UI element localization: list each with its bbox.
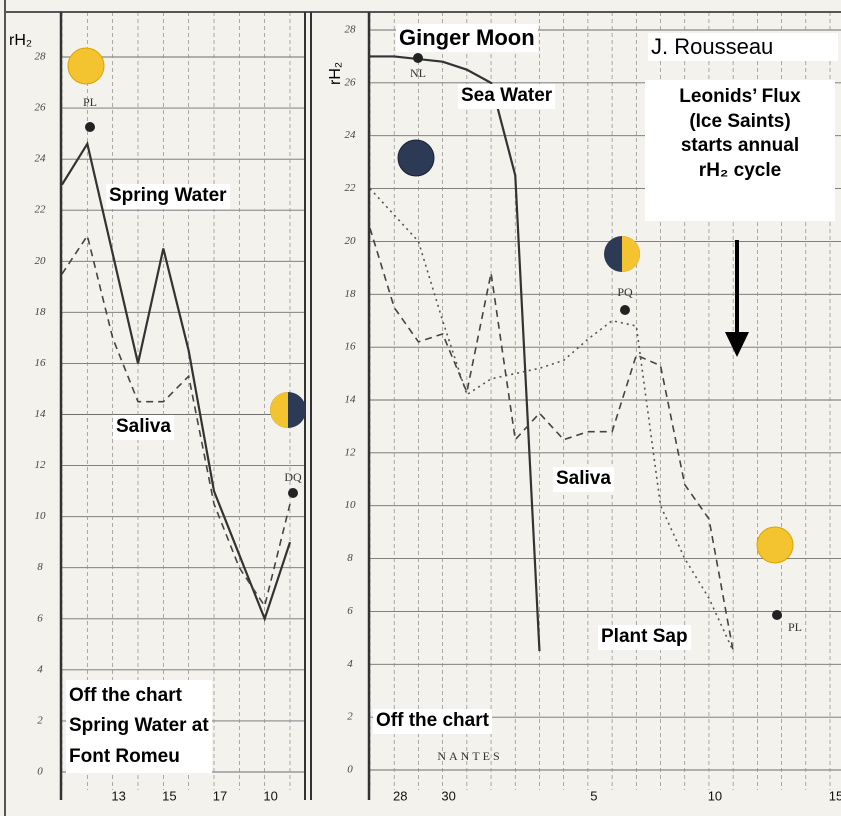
y-tick-label: 28 bbox=[35, 51, 47, 63]
moon-dot bbox=[620, 305, 630, 315]
x-tick-label: 10 bbox=[708, 788, 722, 803]
moon-dot bbox=[413, 53, 423, 63]
moon-label: PL bbox=[83, 95, 97, 109]
x-tick-label: 28 bbox=[393, 788, 407, 803]
y-tick-label: 6 bbox=[37, 612, 43, 624]
y-axis-label: rH₂ bbox=[9, 32, 33, 49]
y-tick-label: 18 bbox=[35, 306, 47, 318]
note: Off the chart bbox=[373, 709, 492, 734]
y-tick-label: 24 bbox=[35, 153, 47, 165]
y-tick-label: 18 bbox=[345, 288, 357, 300]
new-moon bbox=[397, 139, 435, 177]
x-tick-label: 13 bbox=[111, 788, 125, 803]
x-tick-label: 30 bbox=[441, 788, 455, 803]
y-tick-label: 0 bbox=[37, 766, 43, 778]
y-tick-label: 2 bbox=[37, 714, 43, 726]
last-quarter-lit bbox=[270, 392, 288, 428]
y-tick-label: 10 bbox=[345, 499, 357, 511]
y-tick-label: 12 bbox=[35, 459, 47, 471]
series-label: Saliva bbox=[113, 415, 174, 440]
full-moon bbox=[67, 47, 105, 85]
y-tick-label: 26 bbox=[345, 76, 357, 88]
series-label: Spring Water bbox=[106, 184, 230, 209]
y-tick-label: 0 bbox=[347, 764, 353, 776]
y-tick-label: 8 bbox=[37, 561, 43, 573]
series-line bbox=[369, 227, 734, 652]
x-tick-label: 15 bbox=[829, 788, 841, 803]
y-tick-label: 12 bbox=[345, 446, 357, 458]
moon-dot bbox=[85, 122, 95, 132]
y-tick-label: 22 bbox=[35, 204, 47, 216]
series-line bbox=[61, 140, 292, 623]
moon-dot bbox=[772, 610, 782, 620]
y-tick-label: 14 bbox=[345, 394, 357, 406]
arrow-head bbox=[725, 332, 749, 357]
y-tick-label: 26 bbox=[35, 102, 47, 114]
note-line: Spring Water at bbox=[69, 715, 209, 737]
moon-label: PL bbox=[788, 620, 802, 634]
callout-line: (Ice Saints) bbox=[689, 110, 791, 132]
y-tick-label: 16 bbox=[345, 341, 357, 353]
y-tick-label: 2 bbox=[347, 711, 353, 723]
y-tick-label: 8 bbox=[347, 552, 353, 564]
y-tick-label: 6 bbox=[347, 605, 353, 617]
callout: Leonids’ Flux (Ice Saints) starts annual… bbox=[645, 80, 835, 221]
series-label: Sea Water bbox=[458, 84, 556, 109]
x-tick-label: 5 bbox=[590, 788, 597, 803]
x-tick-label: 17 bbox=[213, 788, 227, 803]
moon-label: DQ bbox=[284, 470, 302, 484]
y-tick-label: 10 bbox=[35, 510, 47, 522]
y-tick-label: 20 bbox=[345, 235, 357, 247]
series-line bbox=[370, 55, 541, 652]
y-tick-label: 24 bbox=[345, 129, 357, 141]
location: NANTES bbox=[437, 749, 502, 763]
y-tick-label: 14 bbox=[35, 408, 47, 420]
note-line: Off the chart bbox=[69, 685, 182, 706]
callout-line: rH₂ cycle bbox=[698, 160, 782, 182]
moon-dot bbox=[288, 488, 298, 498]
series-label: Plant Sap bbox=[598, 625, 691, 650]
moon-label: PQ bbox=[617, 285, 633, 299]
y-tick-label: 28 bbox=[345, 24, 357, 36]
y-axis-label: rH₂ bbox=[327, 61, 344, 85]
y-tick-label: 4 bbox=[37, 663, 43, 675]
y-tick-label: 20 bbox=[35, 255, 47, 267]
note-line: Font Romeu bbox=[69, 745, 180, 767]
author: J. Rousseau bbox=[648, 33, 838, 62]
series-label: Saliva bbox=[553, 467, 614, 492]
first-quarter-lit bbox=[622, 236, 640, 272]
series-line bbox=[61, 233, 291, 608]
chart-title: Ginger Moon bbox=[396, 24, 538, 53]
x-tick-label: 15 bbox=[162, 788, 176, 803]
y-tick-label: 4 bbox=[347, 658, 353, 670]
note: Off the chart Spring Water at Font Romeu bbox=[66, 680, 212, 774]
moon-label: NL bbox=[410, 66, 426, 80]
y-tick-label: 22 bbox=[345, 182, 357, 194]
x-tick-label: 10 bbox=[263, 788, 277, 803]
callout-line: Leonids’ Flux bbox=[679, 86, 801, 107]
y-tick-label: 16 bbox=[35, 357, 47, 369]
callout-line: starts annual bbox=[680, 135, 800, 157]
full-moon bbox=[756, 526, 794, 564]
